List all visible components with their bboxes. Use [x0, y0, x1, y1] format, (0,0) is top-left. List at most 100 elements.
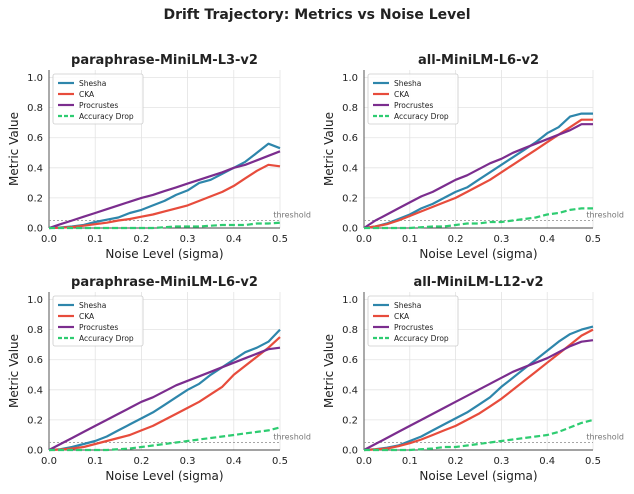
legend-label: Procrustes: [394, 323, 433, 332]
y-tick-label: 0.8: [27, 103, 43, 114]
x-axis-label: Noise Level (sigma): [419, 469, 537, 483]
panel-title: all-MiniLM-L12-v2: [413, 275, 543, 290]
y-tick-label: 0.8: [342, 103, 358, 114]
x-tick-label: 0.3: [180, 456, 196, 467]
x-tick-label: 0.1: [87, 234, 103, 245]
chart-panel-2: all-MiniLM-L6-v2 0.0 0.1 0.2 0.3 0.4 0.5 0.0 0.2…: [322, 53, 624, 261]
figure-title: Drift Trajectory: Metrics vs Noise Level: [163, 7, 471, 23]
chart-panel-1: paraphrase-MiniLM-L3-v2 0.0 0.1 0.2 0.3 0.4 0.…: [7, 53, 311, 261]
y-tick-label: 0.0: [342, 446, 358, 457]
y-tick-label: 0.6: [27, 355, 43, 366]
panel-title: all-MiniLM-L6-v2: [418, 53, 539, 68]
y-tick-label: 1.0: [342, 73, 358, 84]
y-tick-label: 1.0: [27, 73, 43, 84]
x-tick-label: 0.3: [493, 234, 509, 245]
series-line-cka: [363, 118, 593, 230]
legend-box: [367, 295, 459, 347]
legend-label: CKA: [79, 312, 95, 321]
y-tick-label: 0.2: [342, 193, 358, 204]
threshold-label: threshold: [273, 432, 311, 441]
series-line-accuracy-drop: [364, 418, 594, 452]
y-tick-label: 0.0: [27, 446, 43, 457]
panel-title: paraphrase-MiniLM-L6-v2: [71, 275, 258, 290]
series-line-procrustes: [363, 123, 593, 229]
y-axis-label: Metric Value: [322, 112, 336, 186]
y-tick-label: 1.0: [27, 295, 43, 306]
legend-box: [52, 295, 144, 347]
x-axis-label: Noise Level (sigma): [419, 247, 537, 261]
x-tick-label: 0.3: [180, 234, 196, 245]
legend-label: Procrustes: [394, 101, 433, 110]
x-tick-label: 0.5: [585, 234, 601, 245]
x-tick-label: 0.2: [448, 456, 464, 467]
x-tick-label: 0.4: [226, 456, 242, 467]
x-tick-label: 0.1: [402, 456, 418, 467]
legend-label: Procrustes: [79, 323, 118, 332]
legend-label: Accuracy Drop: [79, 112, 134, 121]
y-tick-label: 0.4: [27, 385, 43, 396]
y-tick-label: 0.2: [27, 193, 43, 204]
chart-panel-4: all-MiniLM-L12-v2 0.0 0.1 0.2 0.3 0.4 0.5 0.0 0.…: [322, 275, 624, 483]
y-tick-label: 1.0: [342, 295, 358, 306]
x-tick-label: 0.4: [539, 456, 555, 467]
panel-title: paraphrase-MiniLM-L3-v2: [71, 53, 258, 68]
legend-label: CKA: [394, 90, 410, 99]
series-line-shesha: [363, 112, 593, 230]
x-tick-label: 0.2: [133, 234, 149, 245]
threshold-label: threshold: [273, 210, 311, 219]
x-tick-label: 0.5: [272, 456, 288, 467]
x-tick-label: 0.2: [448, 234, 464, 245]
y-tick-label: 0.6: [342, 355, 358, 366]
y-tick-label: 0.4: [342, 163, 358, 174]
legend-label: Shesha: [79, 301, 106, 310]
x-tick-label: 0.5: [585, 456, 601, 467]
y-tick-label: 0.2: [342, 415, 358, 426]
x-axis-label: Noise Level (sigma): [105, 469, 223, 483]
y-axis-label: Metric Value: [7, 334, 21, 408]
x-tick-label: 0.4: [539, 234, 555, 245]
legend-label: Shesha: [394, 301, 421, 310]
series-line-procrustes: [48, 346, 281, 451]
legend-label: Procrustes: [79, 101, 118, 110]
legend-box: [52, 73, 144, 125]
x-tick-label: 0.1: [402, 234, 418, 245]
y-tick-label: 0.0: [342, 224, 358, 235]
legend-label: Shesha: [79, 79, 106, 88]
legend-label: CKA: [79, 90, 95, 99]
series-line-procrustes: [363, 339, 594, 451]
x-tick-label: 0.2: [133, 456, 149, 467]
series-line-shesha: [48, 328, 281, 452]
y-tick-label: 0.2: [27, 415, 43, 426]
x-tick-label: 0.0: [356, 456, 372, 467]
y-tick-label: 0.6: [342, 133, 358, 144]
series-line-accuracy-drop: [364, 207, 593, 230]
x-tick-label: 0.0: [41, 234, 57, 245]
y-axis-label: Metric Value: [7, 112, 21, 186]
series-line-shesha: [48, 142, 281, 230]
series-line-cka: [48, 163, 281, 230]
legend-label: Accuracy Drop: [79, 334, 134, 343]
y-tick-label: 0.8: [27, 325, 43, 336]
x-tick-label: 0.0: [356, 234, 372, 245]
y-axis-label: Metric Value: [322, 334, 336, 408]
threshold-label: threshold: [586, 210, 624, 219]
series-line-accuracy-drop: [49, 221, 281, 230]
y-tick-label: 0.8: [342, 325, 358, 336]
y-tick-label: 0.6: [27, 133, 43, 144]
legend-label: Accuracy Drop: [394, 112, 449, 121]
series-line-shesha: [363, 325, 594, 452]
legend-label: Accuracy Drop: [394, 334, 449, 343]
series-line-procrustes: [48, 150, 281, 230]
x-tick-label: 0.3: [493, 456, 509, 467]
x-tick-label: 0.0: [41, 456, 57, 467]
y-tick-label: 0.4: [27, 163, 43, 174]
threshold-label: threshold: [586, 432, 624, 441]
series-line-cka: [48, 336, 281, 452]
x-tick-label: 0.4: [226, 234, 242, 245]
series-line-cka: [363, 328, 594, 452]
chart-panel-3: paraphrase-MiniLM-L6-v2 0.0 0.1 0.2 0.3 0.4 0.…: [7, 275, 311, 483]
x-tick-label: 0.5: [272, 234, 288, 245]
y-tick-label: 0.0: [27, 224, 43, 235]
x-axis-label: Noise Level (sigma): [105, 247, 223, 261]
